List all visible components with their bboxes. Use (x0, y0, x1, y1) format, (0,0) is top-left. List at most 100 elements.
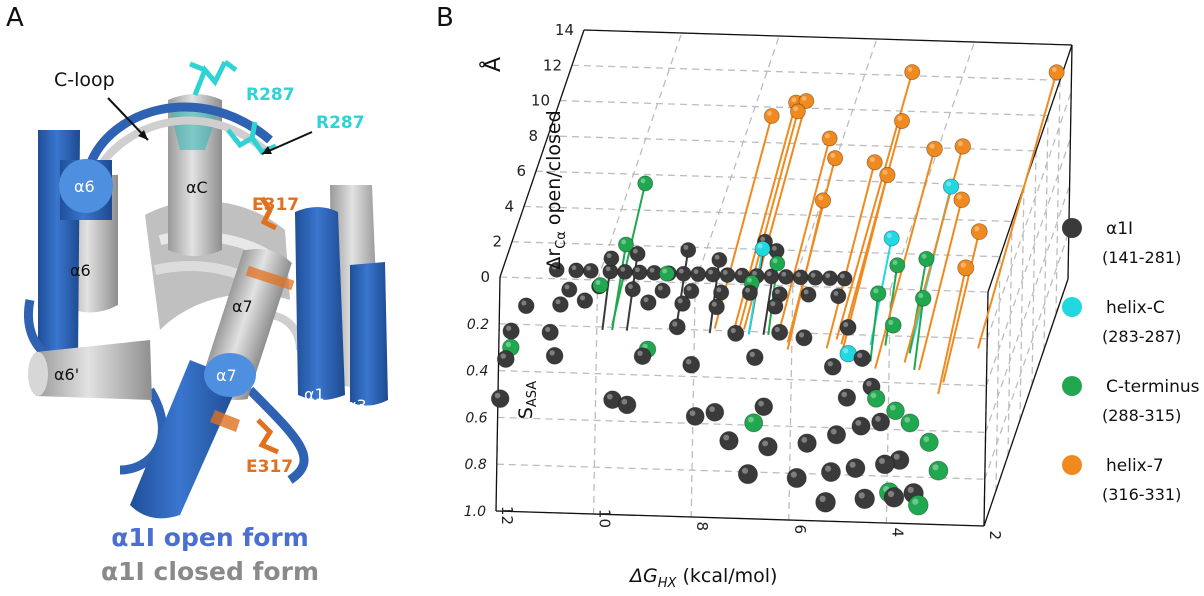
point-α1I (682, 355, 701, 374)
point-highlight (843, 348, 849, 354)
r287-arrow (261, 131, 313, 155)
point-α1I (576, 292, 594, 309)
svg-text:SASA: SASA (515, 381, 540, 419)
point-C-terminus (928, 460, 949, 481)
point-highlight (886, 233, 892, 239)
gridline-side-y (986, 91, 1072, 340)
legend-marker (1062, 455, 1082, 475)
gridline-side-y (985, 138, 1072, 386)
gridline-back-z (499, 276, 989, 293)
point-α1I (758, 436, 778, 457)
stem-helix-7 (777, 138, 831, 336)
gridline-back-z (547, 135, 1037, 152)
point-highlight (771, 245, 777, 251)
label-a6-open: α6 (74, 177, 95, 196)
gridline-side-z (1019, 186, 1025, 421)
point-highlight (918, 293, 924, 299)
point-α1I (582, 262, 599, 279)
point-highlight (662, 268, 668, 274)
z-axis-unit: Å (479, 57, 506, 72)
point-α1I (826, 425, 847, 445)
point-highlight (855, 420, 862, 426)
point-highlight (774, 289, 780, 295)
point-highlight (790, 471, 797, 478)
label-c-loop: C-loop (54, 69, 115, 91)
point-highlight (637, 350, 643, 356)
point-highlight (580, 295, 586, 301)
stem-C-terminus (611, 244, 627, 331)
point-α1I (754, 397, 773, 417)
point-C-terminus (914, 290, 932, 307)
point-highlight (605, 266, 611, 272)
c-loop-open (85, 102, 273, 167)
point-highlight (825, 273, 831, 279)
point-helix-7 (827, 150, 844, 167)
label-a7-closed: α7 (232, 297, 253, 316)
z-tick-label: 12 (543, 56, 562, 74)
point-α1I (705, 402, 725, 422)
point-α1I (823, 357, 842, 376)
legend-marker (1062, 218, 1082, 238)
point-α1I (836, 270, 853, 287)
legend-range: (316-331) (1102, 485, 1181, 504)
point-α1I (815, 492, 836, 513)
legend-marker (1062, 297, 1082, 317)
z-tick-label: 8 (528, 127, 538, 145)
point-α1I (711, 251, 728, 268)
gridline-floor-x (690, 282, 696, 518)
point-highlight (827, 361, 833, 367)
point-highlight (494, 392, 501, 399)
point-α1I (778, 268, 794, 285)
helix-a6-open-cap (59, 159, 113, 213)
point-highlight (708, 269, 713, 275)
x-axis-label: ΔGHX (kcal/mol) (628, 565, 777, 591)
point-highlight (628, 284, 633, 289)
point-α1I (713, 284, 730, 301)
point-highlight (781, 271, 787, 277)
panel-letter-a: A (6, 3, 24, 33)
point-highlight (643, 297, 649, 303)
point-highlight (737, 270, 743, 276)
label-a1: α1 (304, 385, 325, 404)
caption-closed-form: α1I closed form (101, 557, 319, 586)
point-C-terminus (744, 413, 764, 433)
point-highlight (672, 321, 678, 327)
point-highlight (657, 285, 663, 291)
label-a7-open: α7 (216, 366, 237, 385)
point-highlight (974, 226, 980, 232)
label-e317-top: E317 (252, 195, 299, 215)
z-tick-label: 4 (504, 197, 514, 215)
point-α1I (771, 323, 789, 341)
point-highlight (956, 194, 962, 200)
point-α1I (674, 295, 691, 312)
point-highlight (752, 270, 757, 276)
stem-helix-7 (942, 231, 981, 383)
point-highlight (801, 95, 807, 101)
legend-range: (141-281) (1102, 248, 1181, 267)
point-α1I (617, 264, 633, 280)
point-α1I (786, 467, 807, 489)
point-C-terminus (886, 401, 905, 421)
z-tick-label: 6 (516, 162, 526, 180)
point-highlight (506, 325, 512, 331)
point-α1I (502, 322, 520, 340)
gridline-back-z (523, 205, 1013, 223)
e317-top-sidechain (259, 196, 278, 231)
point-α1I (746, 348, 764, 367)
point-C-terminus (889, 257, 906, 274)
axis-frame-edge (495, 510, 985, 527)
z-tick-label: 2 (492, 233, 502, 251)
structure-figure: A (6, 3, 388, 586)
axis-frame-edge (583, 29, 1073, 46)
point-highlight (766, 271, 772, 277)
x-tick-label: 10 (596, 509, 614, 528)
svg-text:ΔrCα open/closed: ΔrCα open/closed (543, 110, 569, 269)
y-axis-label: SASA (515, 381, 540, 419)
y-tick-label: 0.2 (467, 317, 489, 333)
point-highlight (825, 465, 832, 472)
point-highlight (873, 288, 879, 294)
point-highlight (912, 498, 919, 505)
gridline-side-z (1031, 150, 1037, 385)
legend-name: C-terminus (1106, 377, 1200, 397)
